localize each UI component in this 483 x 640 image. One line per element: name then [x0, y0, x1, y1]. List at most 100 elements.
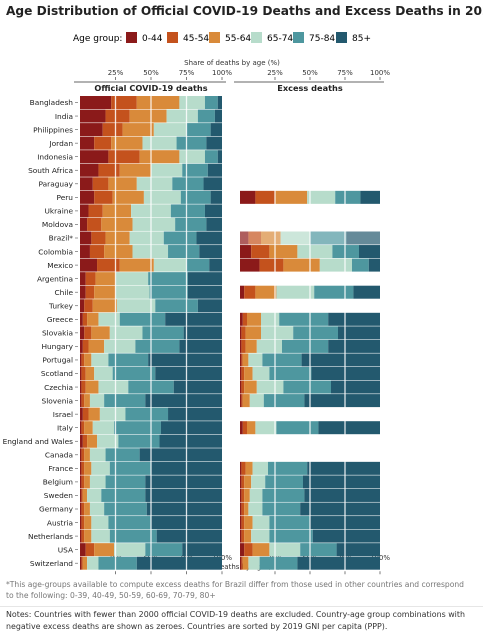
bar-official-Indonesia-55-64 — [139, 150, 180, 164]
bar-official-Italy-45-54 — [81, 421, 85, 435]
bar-official-USA-0-44 — [80, 543, 86, 557]
bar-excess-Slovenia-75-84 — [263, 394, 305, 408]
bar-excess-Hungary-75-84 — [282, 339, 329, 353]
bar-excess-Slovakia-0-44 — [240, 326, 242, 340]
bar-official-Philippines-0-44 — [80, 123, 103, 137]
bar-excess-Portugal-55-64 — [242, 353, 249, 367]
bar-excess-Scotland-45-54 — [241, 367, 245, 380]
bar-excess-Switzerland-0-44 — [240, 556, 242, 570]
bar-official-Chile-85+ — [187, 285, 222, 299]
bar-official-Switzerland-65-74 — [87, 556, 99, 570]
bar-official-Greece-65-74 — [98, 312, 120, 326]
bar-official-Germany-55-64 — [84, 502, 90, 516]
bar-official-Philippines-85+ — [210, 123, 222, 137]
bar-official-Ukraine-0-44 — [80, 204, 89, 218]
bar-official-Indonesia-75-84 — [204, 150, 218, 164]
bar-excess-Belgium-65-74 — [251, 475, 266, 489]
bar-excess-Hungary-55-64 — [245, 339, 257, 353]
bar-official-Switzerland-0-44 — [80, 556, 82, 570]
bar-official-France-65-74 — [91, 461, 110, 475]
bar-official-South Africa-55-64 — [119, 163, 151, 177]
row-label-Chile: Chile — [55, 288, 74, 297]
bar-official-Jordan-65-74 — [142, 136, 177, 150]
bar-excess-Portugal-45-54 — [241, 353, 243, 367]
bar-official-Bangladesh-0-44 — [80, 96, 112, 109]
row-label-Czechia: Czechia — [44, 383, 73, 392]
bar-official-Peru-65-74 — [143, 190, 181, 204]
bar-official-Philippines-55-64 — [122, 123, 154, 137]
bar-official-Colombia-65-74 — [132, 245, 169, 259]
bar-excess-Switzerland-75-84 — [259, 556, 298, 570]
bar-official-Netherlands-55-64 — [84, 529, 92, 543]
row-label-USA: USA — [58, 545, 73, 554]
bottom-axis-title: Share of deaths by age (%) — [184, 563, 280, 571]
row-label-Slovenia: Slovenia — [42, 396, 73, 405]
bar-official-Sweden-75-84 — [101, 488, 146, 502]
bar-official-Austria-55-64 — [84, 516, 92, 530]
bar-official-Israel-55-64 — [88, 407, 100, 421]
bar-excess-USA-65-74 — [269, 543, 301, 557]
bar-official-Brazil*-75-84 — [163, 231, 197, 245]
bar-official-Moldova-55-64 — [101, 217, 133, 231]
row-label-Brazil*: Brazil* — [49, 234, 74, 243]
bar-official-Germany-85+ — [146, 502, 222, 516]
bar-excess-Belgium-55-64 — [244, 475, 252, 489]
bar-official-England and Wales-85+ — [159, 434, 222, 448]
bar-official-Mexico-75-84 — [186, 258, 210, 272]
bar-official-Hungary-65-74 — [104, 339, 136, 353]
row-label-Mexico: Mexico — [47, 261, 73, 270]
bar-official-India-65-74 — [166, 109, 198, 123]
bar-official-Jordan-75-84 — [176, 136, 207, 150]
bar-excess-Italy-85+ — [318, 421, 380, 435]
bar-excess-USA-85+ — [336, 543, 380, 557]
bar-official-Czechia-85+ — [173, 380, 222, 394]
bar-official-Bangladesh-75-84 — [204, 96, 218, 109]
bar-excess-Hungary-65-74 — [256, 339, 282, 353]
bar-official-Colombia-45-54 — [89, 245, 105, 259]
bar-official-Chile-75-84 — [149, 285, 188, 299]
bar-excess-Belgium-0-44 — [240, 475, 242, 489]
bar-official-Slovenia-65-74 — [89, 394, 105, 408]
bar-excess-Italy-65-74 — [255, 421, 277, 435]
bar-excess-Mexico-55-64 — [283, 258, 320, 272]
bar-official-Netherlands-65-74 — [91, 529, 110, 543]
bar-official-India-75-84 — [197, 109, 215, 123]
bar-excess-Scotland-75-84 — [269, 367, 312, 380]
bar-official-Scotland-65-74 — [94, 367, 113, 380]
bar-official-Moldova-85+ — [206, 217, 222, 231]
bar-official-Moldova-75-84 — [175, 217, 207, 231]
bar-official-Brazil*-55-64 — [105, 231, 130, 245]
bar-excess-Austria-65-74 — [252, 516, 270, 530]
bar-official-Belgium-65-74 — [89, 475, 106, 489]
legend-label-75-84: 75-84 — [309, 34, 335, 44]
legend-swatch-65-74 — [251, 32, 262, 43]
bar-official-India-85+ — [214, 109, 222, 123]
bar-excess-Sweden-65-74 — [249, 488, 263, 502]
row-label-Turkey: Turkey — [48, 301, 74, 310]
bar-excess-Scotland-55-64 — [244, 367, 253, 380]
bar-excess-Hungary-0-44 — [240, 339, 242, 353]
bar-official-Paraguay-85+ — [203, 177, 222, 191]
bar-official-South Africa-0-44 — [80, 163, 99, 177]
row-label-Peru: Peru — [57, 193, 74, 202]
bar-official-Czechia-0-44 — [80, 380, 82, 394]
bar-official-Argentina-75-84 — [148, 272, 188, 286]
bar-excess-Slovenia-45-54 — [241, 394, 243, 408]
bar-official-France-45-54 — [81, 461, 85, 475]
bar-excess-Switzerland-55-64 — [242, 556, 249, 570]
bar-official-Slovakia-65-74 — [109, 326, 143, 340]
bar-excess-Netherlands-45-54 — [241, 529, 245, 543]
bar-excess-Scotland-85+ — [311, 367, 380, 380]
bar-excess-France-0-44 — [240, 461, 242, 475]
bar-excess-Chile-0-44 — [240, 285, 245, 299]
bar-excess-Mexico-45-54 — [259, 258, 284, 272]
bar-official-Slovenia-45-54 — [81, 394, 85, 408]
bar-excess-Mexico-75-84 — [352, 258, 369, 272]
bar-official-Austria-65-74 — [91, 516, 109, 530]
bar-official-Colombia-85+ — [199, 245, 222, 259]
bar-official-Jordan-0-44 — [80, 136, 95, 150]
bar-official-Slovakia-55-64 — [91, 326, 110, 340]
row-label-Bangladesh: Bangladesh — [30, 98, 74, 107]
bar-excess-Sweden-0-44 — [240, 488, 242, 502]
